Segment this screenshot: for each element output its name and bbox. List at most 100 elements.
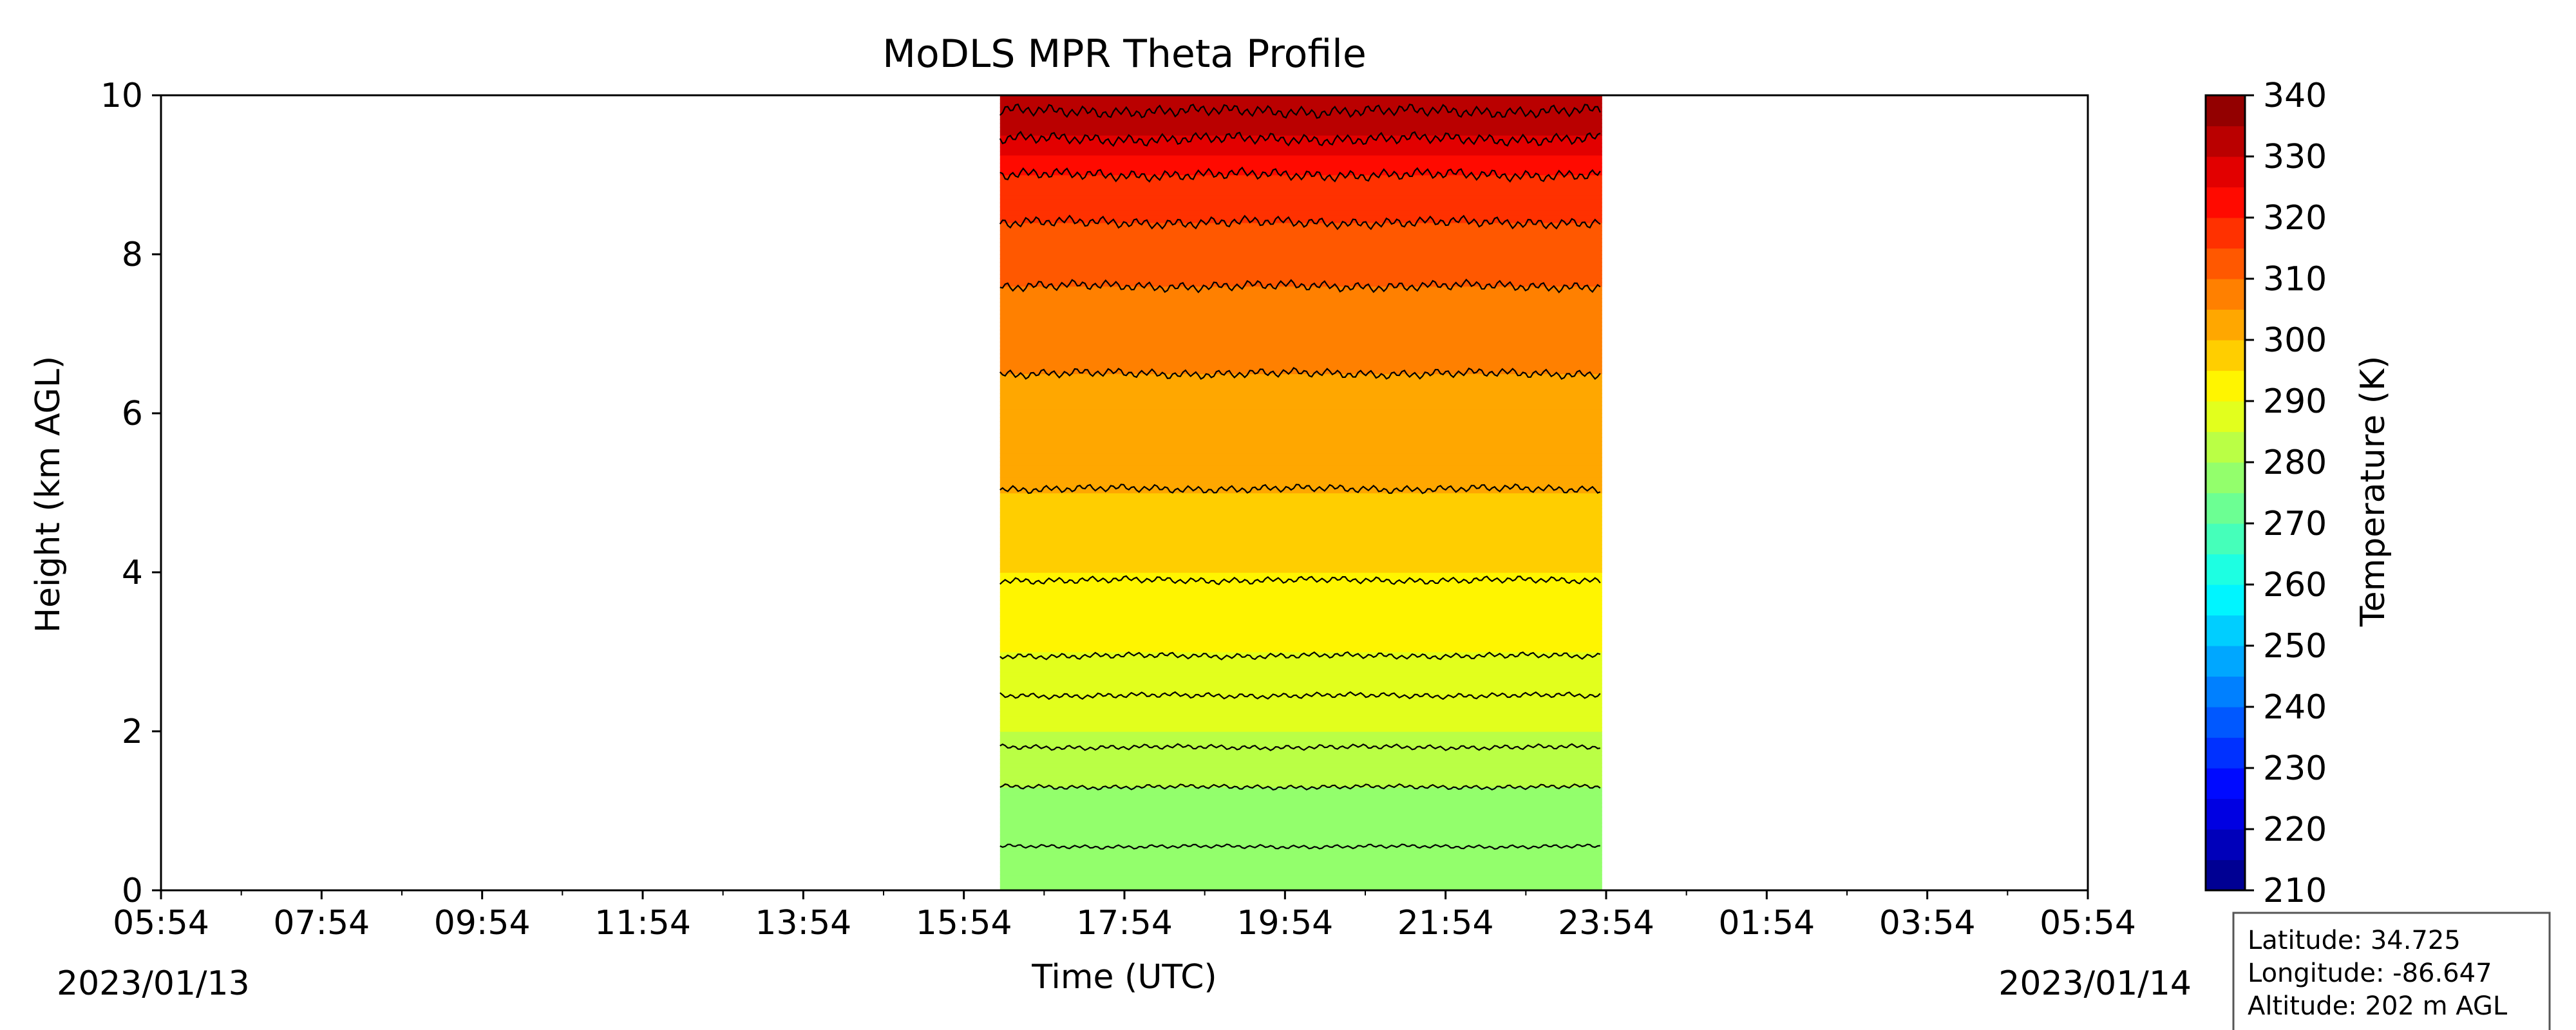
colorbar-tick-label: 210	[2263, 872, 2327, 910]
colorbar-segment	[2206, 248, 2245, 279]
theta-band	[999, 783, 1602, 788]
theta-band	[999, 648, 1602, 653]
theta-band	[999, 679, 1602, 684]
theta-band	[999, 882, 1602, 887]
theta-band	[999, 206, 1602, 211]
theta-band	[999, 592, 1602, 597]
theta-band	[999, 350, 1602, 355]
colorbar-segment	[2206, 462, 2245, 494]
contour-line	[999, 367, 1601, 380]
theta-band	[999, 703, 1602, 708]
x-tick-label: 15:54	[916, 904, 1012, 942]
theta-band	[999, 314, 1602, 319]
theta-band	[999, 612, 1602, 617]
theta-band	[999, 254, 1602, 259]
contour-line	[999, 783, 1601, 791]
theta-band	[999, 870, 1602, 876]
colorbar-tick-label: 300	[2263, 321, 2327, 360]
x-tick-label: 13:54	[755, 904, 851, 942]
theta-band	[999, 799, 1602, 803]
theta-band	[999, 496, 1602, 501]
theta-band	[999, 226, 1602, 231]
theta-band	[999, 886, 1602, 891]
y-tick-label: 2	[122, 713, 143, 751]
theta-band	[999, 830, 1602, 836]
theta-band	[999, 536, 1602, 541]
theta-band	[999, 222, 1602, 227]
theta-band	[999, 791, 1602, 796]
colorbar-tick-label: 320	[2263, 199, 2327, 238]
theta-band	[999, 250, 1602, 255]
colorbar-tick-label: 240	[2263, 688, 2327, 727]
theta-band	[999, 731, 1602, 736]
colorbar-segment	[2206, 309, 2245, 341]
theta-band	[999, 814, 1602, 819]
colorbar-tick-label: 330	[2263, 138, 2327, 176]
colorbar-tick-label: 230	[2263, 749, 2327, 788]
colorbar-label: Temperature (K)	[2354, 356, 2392, 628]
contour-line	[999, 214, 1601, 230]
theta-band	[999, 580, 1602, 585]
theta-band	[999, 377, 1602, 382]
colorbar-tick-label: 220	[2263, 810, 2327, 849]
theta-band	[999, 107, 1602, 112]
theta-band	[999, 529, 1602, 534]
contour-line	[999, 691, 1601, 700]
theta-band	[999, 723, 1602, 728]
contour-line	[999, 651, 1601, 660]
contour-line	[999, 103, 1601, 119]
theta-band	[999, 103, 1602, 108]
theta-band	[999, 779, 1602, 784]
theta-band	[999, 278, 1602, 283]
theta-band	[999, 187, 1602, 191]
theta-band	[999, 127, 1602, 132]
theta-band	[999, 847, 1602, 852]
theta-band	[999, 552, 1602, 557]
theta-band	[999, 322, 1602, 326]
theta-band	[999, 143, 1602, 148]
chart-title: MoDLS MPR Theta Profile	[882, 32, 1367, 77]
theta-band	[999, 413, 1602, 418]
theta-band	[999, 373, 1602, 379]
theta-band	[999, 456, 1602, 462]
theta-band	[999, 699, 1602, 704]
theta-band	[999, 842, 1602, 847]
colorbar-segment	[2206, 492, 2245, 524]
plot-area: 0 2 4 6 8 10 05:54 07:54 09:54 11:54 13:54 15:54 17:…	[100, 77, 2136, 942]
colorbar-segment	[2206, 279, 2245, 310]
end-date-label: 2023/01/14	[1998, 964, 2192, 1003]
theta-band	[999, 266, 1602, 271]
station-longitude: Longitude: -86.647	[2248, 959, 2492, 988]
theta-band	[999, 111, 1602, 116]
theta-band	[999, 874, 1602, 879]
theta-band	[999, 743, 1602, 748]
x-tick-label: 09:54	[434, 904, 531, 942]
theta-band	[999, 242, 1602, 247]
theta-band	[999, 163, 1602, 167]
theta-band	[999, 341, 1602, 346]
contour-line	[999, 278, 1601, 294]
theta-band	[999, 95, 1602, 100]
contour-line	[999, 575, 1601, 585]
theta-band	[999, 115, 1602, 120]
theta-band	[999, 810, 1602, 816]
contour-line	[999, 843, 1600, 850]
theta-band	[999, 854, 1602, 859]
colorbar-tick-label: 260	[2263, 566, 2327, 604]
theta-band	[999, 389, 1602, 394]
theta-band	[999, 584, 1602, 589]
contour-line	[999, 131, 1601, 147]
x-tick-label: 11:54	[594, 904, 691, 942]
theta-band	[999, 437, 1602, 442]
theta-band	[999, 739, 1602, 744]
theta-band	[999, 492, 1602, 498]
theta-band	[999, 154, 1602, 160]
theta-band	[999, 640, 1602, 644]
colorbar-segment	[2206, 370, 2245, 402]
theta-band	[999, 481, 1602, 485]
theta-band	[999, 191, 1602, 196]
theta-band	[999, 333, 1602, 339]
colorbar-segment	[2206, 187, 2245, 218]
station-altitude: Altitude: 202 m AGL	[2248, 991, 2508, 1021]
colorbar-segment	[2206, 340, 2245, 371]
